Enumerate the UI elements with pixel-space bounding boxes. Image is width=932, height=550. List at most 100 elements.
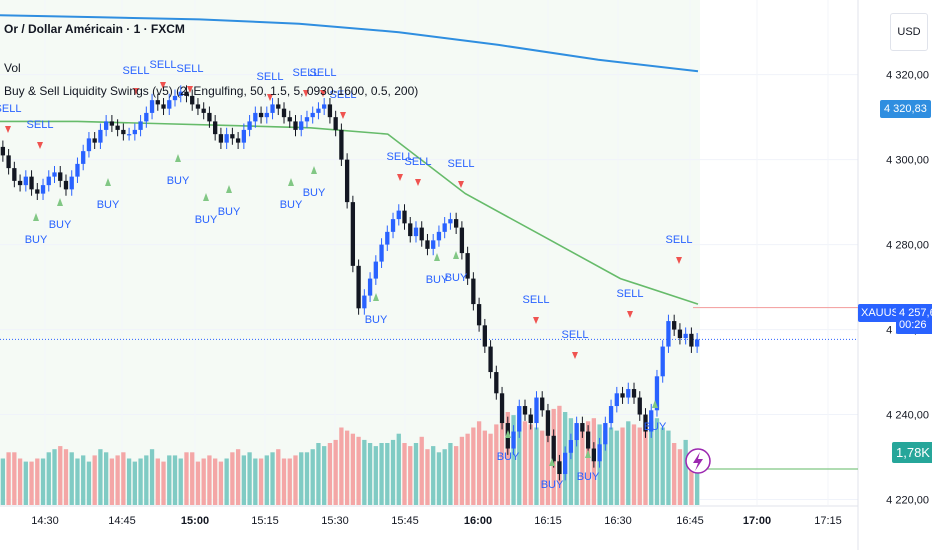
candle-body xyxy=(138,121,143,130)
volume-bar xyxy=(459,436,465,505)
sell-marker xyxy=(133,88,139,95)
volume-bar xyxy=(264,455,269,505)
volume-bar xyxy=(666,430,671,505)
candle-body xyxy=(46,176,51,186)
sell-signal-label: SELL xyxy=(293,67,320,79)
volume-bar xyxy=(155,458,160,505)
volume-bar xyxy=(144,455,149,505)
candle-body xyxy=(448,219,453,224)
candle-body xyxy=(81,151,86,164)
buy-signal-label: BUY xyxy=(497,451,520,463)
volume-bar xyxy=(132,461,137,505)
candle-body xyxy=(545,410,551,436)
candle-body xyxy=(660,346,665,377)
sell-signal-label: SELL xyxy=(0,103,21,115)
candle-body xyxy=(528,414,533,424)
candle-body xyxy=(17,180,23,186)
time-tick-label: 14:45 xyxy=(108,515,136,527)
volume-bar xyxy=(69,452,74,505)
volume-bar xyxy=(585,421,591,505)
volume-bar xyxy=(190,452,195,505)
last-price: 4 257,68 xyxy=(899,307,932,319)
volume-bar xyxy=(247,452,252,505)
candle-body xyxy=(0,146,6,156)
sell-marker xyxy=(676,257,682,264)
sell-marker xyxy=(303,90,309,97)
candle-body xyxy=(172,95,178,101)
candle-body xyxy=(258,112,264,118)
volume-bar xyxy=(511,415,516,505)
volume-bar xyxy=(258,458,264,505)
candle-body xyxy=(121,129,126,135)
candle-body xyxy=(631,389,637,398)
candle-body xyxy=(167,100,172,109)
volume-bar xyxy=(207,455,212,505)
volume-bar xyxy=(58,446,63,505)
candle-body xyxy=(230,134,235,139)
volume-bar xyxy=(476,421,482,505)
volume-bar xyxy=(316,443,321,505)
buy-signal-label: BUY xyxy=(303,187,326,199)
candle-body xyxy=(35,189,40,194)
buy-signal-label: BUY xyxy=(541,479,564,491)
volume-bar xyxy=(654,418,660,505)
buy-marker xyxy=(288,178,294,186)
volume-bar xyxy=(402,443,407,505)
time-tick-label: 15:15 xyxy=(251,515,279,527)
sell-marker xyxy=(320,90,326,97)
volume-bar xyxy=(540,430,545,505)
volume-bar xyxy=(327,443,333,505)
candle-body xyxy=(52,172,57,177)
volume-bar xyxy=(40,458,46,505)
candle-body xyxy=(603,423,608,445)
volume-legend[interactable]: Vol xyxy=(4,61,21,75)
candle-body xyxy=(327,104,333,118)
currency-button[interactable]: USD xyxy=(890,13,928,51)
candle-body xyxy=(402,210,407,224)
sell-marker xyxy=(458,181,464,188)
candle-body xyxy=(213,121,218,135)
buy-signal-label: BUY xyxy=(365,314,388,326)
candle-body xyxy=(132,129,137,135)
volume-bar xyxy=(235,449,241,505)
candle-body xyxy=(178,91,183,96)
buy-marker xyxy=(311,166,317,174)
volume-bar xyxy=(689,458,694,505)
time-tick-label: 17:15 xyxy=(814,515,842,527)
volume-bar xyxy=(161,461,166,505)
candle-body xyxy=(190,95,195,105)
candle-body xyxy=(333,117,338,130)
candle-body xyxy=(637,397,642,415)
candle-body xyxy=(379,244,384,262)
candle-body xyxy=(58,172,63,181)
volume-bar xyxy=(373,446,378,505)
volume-badge: 1,78K xyxy=(892,442,932,463)
buy-signal-label: BUY xyxy=(445,272,468,284)
sell-marker xyxy=(5,126,11,133)
volume-bar xyxy=(253,458,258,505)
volume-bar xyxy=(631,424,637,505)
volume-bar xyxy=(23,461,28,505)
candle-body xyxy=(373,261,378,279)
time-tick-label: 14:30 xyxy=(31,515,59,527)
time-tick-label: 16:30 xyxy=(604,515,632,527)
buy-signal-label: BUY xyxy=(577,471,600,483)
volume-bar xyxy=(408,446,413,505)
volume-bar xyxy=(304,452,310,505)
volume-bar xyxy=(270,452,275,505)
candle-body xyxy=(442,223,447,232)
candle-body xyxy=(310,112,315,118)
candle-body xyxy=(12,168,17,181)
sell-marker xyxy=(340,112,346,119)
volume-bar xyxy=(281,458,287,505)
buy-marker xyxy=(434,253,440,261)
symbol-title[interactable]: Or / Dollar Américain · 1 · FXCM xyxy=(4,22,185,36)
volume-bar xyxy=(367,443,373,505)
indicator-legend[interactable]: Buy & Sell Liquidity Swings (v5) (2, Eng… xyxy=(4,84,419,98)
candle-body xyxy=(396,210,401,220)
candle-body xyxy=(270,104,275,113)
candle-body xyxy=(574,423,579,441)
candle-body xyxy=(608,406,614,424)
candle-body xyxy=(184,91,189,96)
